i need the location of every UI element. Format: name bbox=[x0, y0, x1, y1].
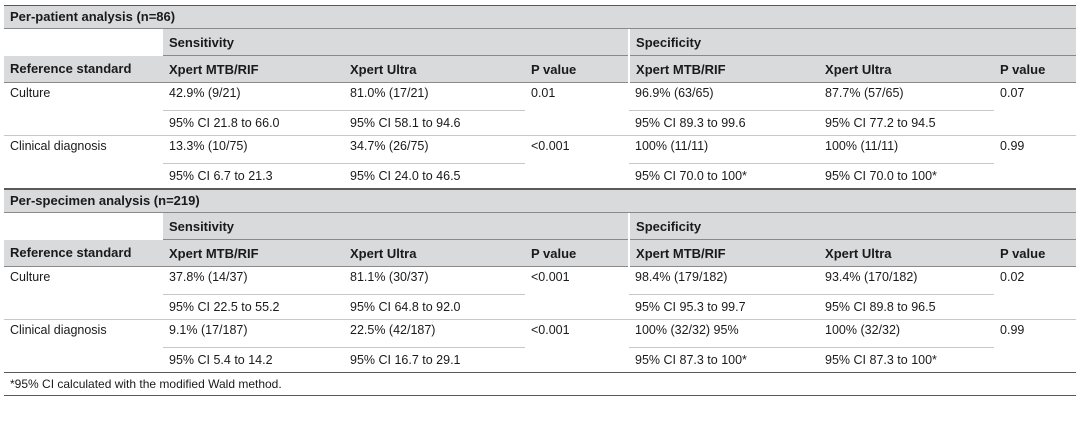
sens-ultra-cell: 81.0% (17/21) bbox=[344, 82, 525, 111]
column-header: Xpert MTB/RIF bbox=[628, 239, 820, 267]
group-specificity: Specificity bbox=[628, 29, 1077, 56]
sens-ultra-ci-cell: 95% CI 24.0 to 46.5 bbox=[344, 163, 525, 189]
section-table: Sensitivity Specificity Reference standard… bbox=[4, 29, 1077, 189]
reference-standard-cell: Culture bbox=[4, 82, 163, 136]
column-header: Xpert Ultra bbox=[819, 55, 995, 83]
spec-ultra-cell: 87.7% (57/65) bbox=[819, 82, 995, 111]
sens-mtb-ci-cell: 95% CI 5.4 to 14.2 bbox=[163, 347, 344, 373]
spec-mtb-ci-cell: 95% CI 87.3 to 100* bbox=[629, 347, 820, 373]
section-table: Sensitivity Specificity Reference standard… bbox=[4, 213, 1077, 373]
spec-mtb-cell: 96.9% (63/65) bbox=[629, 82, 820, 111]
sens-mtb-cell: 37.8% (14/37) bbox=[163, 266, 344, 295]
sens-ultra-ci-cell: 95% CI 64.8 to 92.0 bbox=[344, 294, 525, 320]
spec-p-value-cell: 0.99 bbox=[994, 135, 1077, 189]
sens-mtb-cell: 13.3% (10/75) bbox=[163, 135, 344, 164]
column-header: Reference standard bbox=[4, 239, 163, 267]
group-header-row: Sensitivity Specificity bbox=[4, 213, 1077, 240]
sens-p-value-cell: <0.001 bbox=[525, 266, 630, 320]
column-header: Xpert MTB/RIF bbox=[163, 239, 344, 267]
reference-standard-cell: Clinical diagnosis bbox=[4, 135, 163, 189]
spec-p-value-cell: 0.07 bbox=[994, 82, 1077, 136]
column-header: Xpert Ultra bbox=[819, 239, 995, 267]
sens-mtb-cell: 42.9% (9/21) bbox=[163, 82, 344, 111]
sens-mtb-cell: 9.1% (17/187) bbox=[163, 319, 344, 348]
section-title: Per-patient analysis (n=86) bbox=[4, 5, 1076, 29]
column-header: P value bbox=[994, 55, 1077, 83]
sens-ultra-cell: 81.1% (30/37) bbox=[344, 266, 525, 295]
sens-p-value-cell: <0.001 bbox=[525, 319, 630, 373]
footnote: *95% CI calculated with the modified Wal… bbox=[4, 373, 1076, 396]
table-row: Clinical diagnosis 13.3% (10/75) 34.7% (26… bbox=[4, 135, 1077, 189]
table-row: Culture 37.8% (14/37) 81.1% (30/37) <0.001 9… bbox=[4, 266, 1077, 320]
column-header: Reference standard bbox=[4, 55, 163, 83]
spec-mtb-cell: 100% (11/11) bbox=[629, 135, 820, 164]
group-header-row: Sensitivity Specificity bbox=[4, 29, 1077, 56]
spec-ultra-cell: 93.4% (170/182) bbox=[819, 266, 995, 295]
sens-mtb-ci-cell: 95% CI 22.5 to 55.2 bbox=[163, 294, 344, 320]
column-header: Xpert Ultra bbox=[344, 239, 525, 267]
column-header-row: Reference standard Xpert MTB/RIF Xpert Ult… bbox=[4, 55, 1077, 83]
sens-ultra-cell: 34.7% (26/75) bbox=[344, 135, 525, 164]
table-row-ci: 95% CI 22.5 to 55.2 95% CI 64.8 to 92.0 95… bbox=[4, 294, 1076, 320]
spec-p-value-cell: 0.99 bbox=[994, 319, 1077, 373]
sens-ultra-ci-cell: 95% CI 16.7 to 29.1 bbox=[344, 347, 525, 373]
spec-ultra-cell: 100% (32/32) bbox=[819, 319, 995, 348]
spec-ultra-ci-cell: 95% CI 70.0 to 100* bbox=[819, 163, 995, 189]
table-row: Culture 42.9% (9/21) 81.0% (17/21) 0.01 96.9… bbox=[4, 82, 1077, 136]
spec-ultra-cell: 100% (11/11) bbox=[819, 135, 995, 164]
spec-ultra-ci-cell: 95% CI 89.8 to 96.5 bbox=[819, 294, 995, 320]
column-header-row: Reference standard Xpert MTB/RIF Xpert Ult… bbox=[4, 239, 1077, 267]
column-header: P value bbox=[994, 239, 1077, 267]
spec-ultra-ci-cell: 95% CI 87.3 to 100* bbox=[819, 347, 995, 373]
sections-container: Per-patient analysis (n=86) Sensitivity Sp… bbox=[4, 5, 1077, 373]
table-row-ci: 95% CI 6.7 to 21.3 95% CI 24.0 to 46.5 95%… bbox=[4, 163, 1076, 189]
reference-standard-cell: Clinical diagnosis bbox=[4, 319, 163, 373]
spec-mtb-ci-cell: 95% CI 95.3 to 99.7 bbox=[629, 294, 820, 320]
column-header: Xpert MTB/RIF bbox=[628, 55, 820, 83]
spec-ultra-ci-cell: 95% CI 77.2 to 94.5 bbox=[819, 110, 995, 136]
column-header: Xpert MTB/RIF bbox=[163, 55, 344, 83]
group-specificity: Specificity bbox=[628, 213, 1077, 240]
section-title: Per-specimen analysis (n=219) bbox=[4, 189, 1076, 213]
spec-mtb-cell: 100% (32/32) 95% bbox=[629, 319, 820, 348]
results-table: Per-patient analysis (n=86) Sensitivity Sp… bbox=[4, 5, 1077, 396]
table-row-ci: 95% CI 5.4 to 14.2 95% CI 16.7 to 29.1 95%… bbox=[4, 347, 1076, 373]
spec-p-value-cell: 0.02 bbox=[994, 266, 1077, 320]
sens-mtb-ci-cell: 95% CI 21.8 to 66.0 bbox=[163, 110, 344, 136]
reference-standard-cell: Culture bbox=[4, 266, 163, 320]
spec-mtb-cell: 98.4% (179/182) bbox=[629, 266, 820, 295]
group-spacer bbox=[4, 29, 163, 56]
group-spacer bbox=[4, 213, 163, 240]
group-sensitivity: Sensitivity bbox=[163, 213, 630, 240]
column-header: P value bbox=[525, 239, 630, 267]
sens-mtb-ci-cell: 95% CI 6.7 to 21.3 bbox=[163, 163, 344, 189]
sens-ultra-ci-cell: 95% CI 58.1 to 94.6 bbox=[344, 110, 525, 136]
column-header: Xpert Ultra bbox=[344, 55, 525, 83]
table-row-ci: 95% CI 21.8 to 66.0 95% CI 58.1 to 94.6 95… bbox=[4, 110, 1076, 136]
group-sensitivity: Sensitivity bbox=[163, 29, 630, 56]
sens-ultra-cell: 22.5% (42/187) bbox=[344, 319, 525, 348]
sens-p-value-cell: <0.001 bbox=[525, 135, 630, 189]
column-header: P value bbox=[525, 55, 630, 83]
table-row: Clinical diagnosis 9.1% (17/187) 22.5% (42… bbox=[4, 319, 1077, 373]
sens-p-value-cell: 0.01 bbox=[525, 82, 630, 136]
spec-mtb-ci-cell: 95% CI 89.3 to 99.6 bbox=[629, 110, 820, 136]
spec-mtb-ci-cell: 95% CI 70.0 to 100* bbox=[629, 163, 820, 189]
